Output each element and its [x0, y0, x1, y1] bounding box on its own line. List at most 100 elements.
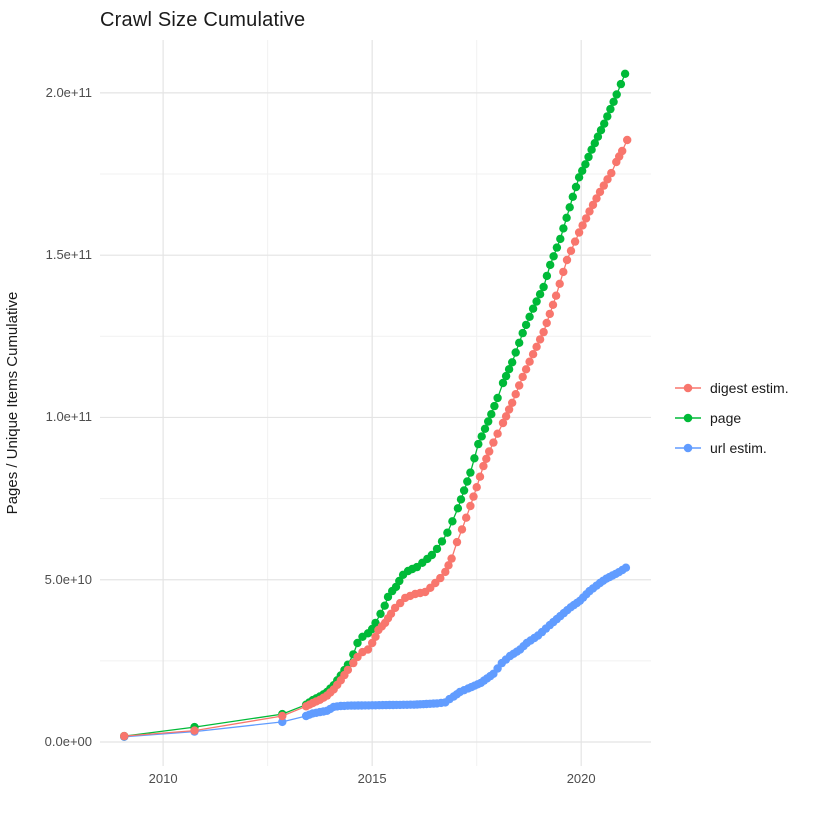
data-point	[521, 320, 531, 330]
data-point	[469, 492, 478, 501]
data-point	[606, 104, 615, 114]
data-point	[511, 348, 520, 357]
data-point	[603, 175, 612, 184]
data-point	[482, 454, 491, 463]
data-point	[501, 412, 511, 421]
data-point	[487, 410, 496, 419]
data-point	[363, 645, 373, 654]
data-point	[498, 378, 508, 388]
data-point	[590, 139, 599, 148]
data-point	[353, 638, 362, 648]
data-point	[542, 318, 551, 328]
y-axis-title: Pages / Unique Items Cumulative	[4, 291, 21, 515]
data-point	[470, 454, 479, 463]
legend-label: page	[710, 410, 742, 426]
data-point	[447, 554, 456, 563]
data-point	[427, 550, 437, 560]
data-point	[542, 271, 552, 281]
data-point	[535, 335, 545, 344]
data-point	[395, 576, 404, 586]
data-point	[443, 528, 452, 537]
data-point	[559, 224, 568, 233]
legend-label: digest estim.	[710, 380, 789, 396]
data-point	[472, 483, 481, 492]
data-point	[493, 429, 502, 438]
data-point	[466, 501, 475, 511]
data-point	[588, 200, 598, 210]
data-point	[528, 350, 538, 359]
data-point	[555, 279, 564, 288]
x-tick-label: 2010	[148, 771, 178, 786]
data-point	[551, 291, 561, 300]
data-point	[444, 561, 453, 570]
series-url-estim	[120, 563, 631, 741]
data-point	[539, 282, 548, 292]
series-digest-estim	[120, 135, 632, 741]
data-point	[484, 417, 493, 426]
data-point	[380, 601, 389, 610]
data-point	[448, 517, 457, 526]
data-point	[504, 405, 514, 414]
data-point	[462, 513, 471, 522]
legend-item: url estim.	[674, 439, 789, 457]
data-point	[623, 135, 632, 145]
data-point	[278, 711, 287, 721]
data-point	[568, 192, 577, 201]
data-point	[571, 182, 581, 192]
data-point	[120, 731, 129, 741]
data-point	[498, 418, 508, 428]
data-point	[518, 372, 527, 382]
data-point	[618, 146, 627, 156]
data-point	[581, 214, 591, 223]
data-point	[479, 461, 488, 471]
data-point	[480, 424, 490, 433]
data-point	[609, 97, 618, 107]
data-point	[501, 371, 511, 381]
data-point	[190, 726, 199, 735]
data-point	[612, 90, 621, 99]
legend-item: page	[674, 409, 789, 427]
data-point	[566, 246, 576, 255]
legend-key-icon	[675, 413, 701, 423]
data-point	[489, 438, 498, 447]
data-point	[599, 181, 608, 190]
data-point	[515, 381, 524, 390]
data-point	[559, 267, 568, 277]
data-point	[457, 525, 467, 534]
data-point	[441, 567, 450, 577]
data-point	[278, 717, 287, 727]
data-point	[474, 439, 483, 449]
data-point	[535, 290, 545, 299]
data-point	[436, 573, 445, 583]
data-point	[621, 563, 631, 572]
data-point	[578, 221, 587, 230]
data-point	[552, 243, 562, 252]
data-point	[515, 338, 524, 347]
data-point	[562, 255, 572, 265]
data-point	[578, 166, 587, 175]
data-point	[581, 160, 590, 169]
data-point	[556, 234, 565, 244]
y-tick-label: 1.0e+11	[45, 409, 92, 425]
data-point	[459, 486, 469, 495]
data-point	[525, 312, 534, 321]
data-point	[376, 609, 385, 618]
data-point	[349, 658, 358, 668]
data-point	[592, 194, 601, 203]
legend-label: url estim.	[710, 440, 767, 456]
x-tick-label: 2020	[566, 771, 596, 786]
data-point	[539, 327, 548, 337]
series-line	[124, 567, 627, 738]
data-point	[616, 79, 626, 89]
data-point	[485, 447, 494, 456]
data-point	[463, 477, 472, 486]
data-point	[453, 504, 463, 513]
data-point	[386, 609, 396, 618]
legend-key-icon	[675, 443, 701, 453]
data-point	[562, 213, 571, 222]
data-point	[607, 168, 616, 178]
data-point	[466, 468, 475, 477]
data-point	[548, 300, 558, 309]
